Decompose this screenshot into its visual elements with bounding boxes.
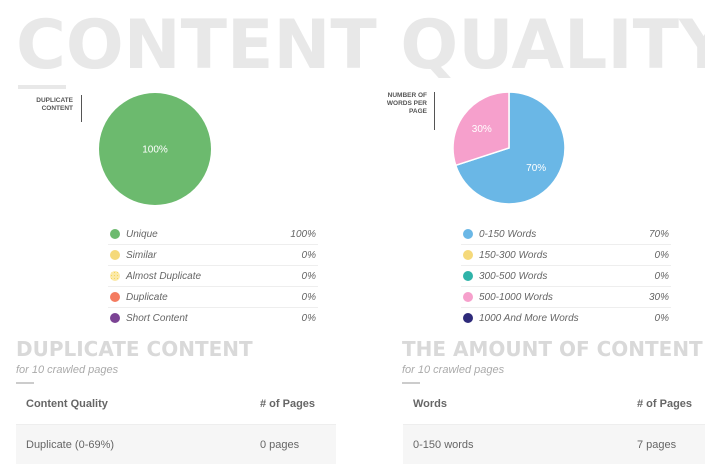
legend-item: 500-1000 Words 30% <box>461 287 671 308</box>
table-cell: 7 pages <box>627 424 705 464</box>
words-chart-label: NUMBER OF WORDS PER PAGE <box>386 92 427 115</box>
legend-item: 150-300 Words 0% <box>461 245 671 266</box>
table-row: Duplicate (0-69%) 0 pages <box>16 424 336 464</box>
legend-swatch <box>110 271 120 281</box>
pie-slice-0-150-words <box>454 91 566 205</box>
pie-slice-500-1000-words <box>452 91 510 167</box>
table-header-row: Words # of Pages <box>403 384 705 425</box>
legend-label: 150-300 Words <box>479 249 548 261</box>
page-title: CONTENT QUALITY <box>16 6 705 85</box>
legend-item: Unique 100% <box>108 224 318 245</box>
title-underline <box>18 85 66 89</box>
legend-value: 0% <box>301 270 316 282</box>
table-header-row: Content Quality # of Pages <box>16 384 336 425</box>
legend-value: 0% <box>654 249 669 261</box>
legend-value: 0% <box>301 291 316 303</box>
amount-of-content-table: Words # of Pages 0-150 words 7 pages <box>403 384 705 464</box>
duplicate-content-underline <box>16 382 34 384</box>
legend-item: 300-500 Words 0% <box>461 266 671 287</box>
legend-swatch <box>463 313 473 323</box>
amount-of-content-subtitle: for 10 crawled pages <box>402 364 505 376</box>
pie-data-label: 30% <box>472 124 492 135</box>
table-cell: 0 pages <box>250 424 336 464</box>
legend-value: 0% <box>654 270 669 282</box>
column-header: # of Pages <box>250 384 336 425</box>
legend-item: 1000 And More Words 0% <box>461 308 671 328</box>
legend-value: 70% <box>648 228 669 240</box>
duplicate-content-subtitle: for 10 crawled pages <box>16 364 119 376</box>
legend-swatch <box>110 292 120 302</box>
duplicate-chart-label: DUPLICATE CONTENT <box>36 97 73 112</box>
amount-of-content-heading: THE AMOUNT OF CONTENT <box>402 337 703 361</box>
column-header: Words <box>403 384 627 425</box>
legend-item: 0-150 Words 70% <box>461 224 671 245</box>
legend-item: Similar 0% <box>108 245 318 266</box>
legend-item: Short Content 0% <box>108 308 318 328</box>
legend-value: 0% <box>301 249 316 261</box>
legend-item: Almost Duplicate 0% <box>108 266 318 287</box>
legend-label: 1000 And More Words <box>479 312 579 324</box>
legend-label: 0-150 Words <box>479 228 537 240</box>
legend-swatch <box>110 229 120 239</box>
duplicate-content-table: Content Quality # of Pages Duplicate (0-… <box>16 384 336 464</box>
duplicate-content-heading: DUPLICATE CONTENT <box>16 337 253 361</box>
pie-data-label: 100% <box>142 145 168 156</box>
table-cell: 0-150 words <box>403 424 627 464</box>
pie-slice-unique <box>99 93 211 205</box>
legend-value: 0% <box>654 312 669 324</box>
legend-label: Short Content <box>126 312 188 324</box>
duplicate-content-pie: 100% <box>99 93 211 205</box>
legend-label: Unique <box>126 228 158 240</box>
legend-value: 100% <box>290 228 316 240</box>
column-header: Content Quality <box>16 384 250 425</box>
words-chart-label-bar <box>434 92 435 130</box>
legend-value: 0% <box>301 312 316 324</box>
words-per-page-legend: 0-150 Words 70% 150-300 Words 0% 300-500 Wor… <box>461 224 671 328</box>
legend-swatch <box>110 313 120 323</box>
duplicate-content-legend: Unique 100% Similar 0% Almost Duplicate 0% Dup… <box>108 224 318 328</box>
amount-of-content-underline <box>402 382 420 384</box>
legend-swatch <box>463 250 473 260</box>
words-per-page-pie: 70% 30% <box>452 91 566 205</box>
pie-data-label: 70% <box>526 163 546 174</box>
legend-item: Duplicate 0% <box>108 287 318 308</box>
duplicate-chart-label-bar <box>81 95 82 122</box>
legend-label: Similar <box>126 249 157 261</box>
legend-label: 500-1000 Words <box>479 291 553 303</box>
column-header: # of Pages <box>627 384 705 425</box>
table-cell: Duplicate (0-69%) <box>16 424 250 464</box>
table-row: 0-150 words 7 pages <box>403 424 705 464</box>
legend-swatch <box>463 292 473 302</box>
legend-value: 30% <box>648 291 669 303</box>
legend-swatch <box>463 271 473 281</box>
legend-label: Almost Duplicate <box>126 270 202 282</box>
legend-swatch <box>110 250 120 260</box>
legend-label: Duplicate <box>126 291 168 303</box>
legend-swatch <box>463 229 473 239</box>
legend-label: 300-500 Words <box>479 270 548 282</box>
